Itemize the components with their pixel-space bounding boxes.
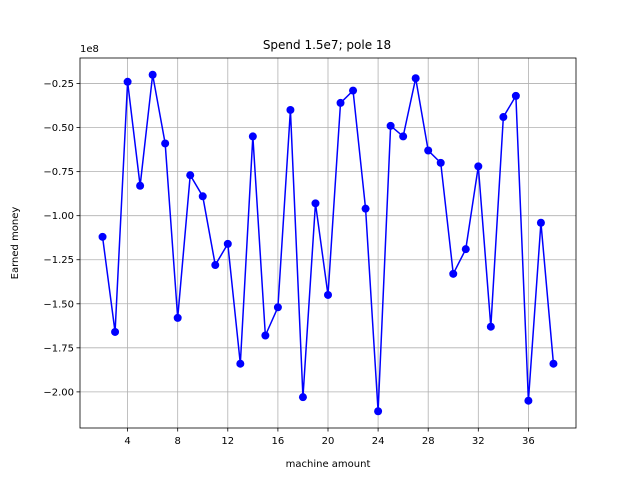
x-tick-label: 24: [372, 436, 385, 447]
data-point: [399, 132, 408, 141]
data-point: [236, 359, 245, 368]
y-tick-label: −0.25: [43, 79, 74, 90]
y-scale-label: 1e8: [80, 44, 99, 55]
y-tick-label: −1.00: [43, 211, 74, 222]
data-point: [98, 232, 107, 241]
data-point: [499, 113, 508, 122]
x-tick-label: 12: [221, 436, 234, 447]
data-point: [536, 218, 545, 227]
data-point: [449, 269, 458, 278]
data-point: [198, 192, 207, 201]
data-point: [298, 393, 307, 402]
data-point: [148, 70, 157, 79]
x-tick-label: 28: [422, 436, 435, 447]
data-point: [436, 158, 445, 167]
data-point: [248, 132, 257, 141]
data-point: [286, 105, 295, 114]
y-tick-label: −0.75: [43, 167, 74, 178]
data-point: [474, 162, 483, 171]
y-tick-label: −0.50: [43, 123, 74, 134]
data-point: [549, 359, 558, 368]
y-axis: −0.25 −0.50 −0.75 −1.00 −1.25 −1.50 −1.75 −2.00: [43, 79, 80, 398]
x-tick-label: 32: [472, 436, 485, 447]
data-point: [136, 181, 145, 190]
data-point: [361, 204, 370, 213]
x-tick-label: 4: [124, 436, 130, 447]
data-point: [524, 396, 533, 405]
data-point: [411, 74, 420, 83]
x-tick-label: 16: [272, 436, 285, 447]
data-point: [311, 199, 320, 208]
data-point: [349, 86, 358, 95]
data-point: [211, 261, 220, 270]
data-point: [386, 121, 395, 130]
data-point: [486, 322, 495, 331]
data-point: [186, 171, 195, 180]
data-point: [324, 290, 332, 299]
data-point: [111, 327, 120, 336]
x-tick-label: 8: [175, 436, 181, 447]
x-tick-label: 20: [322, 436, 335, 447]
data-point: [123, 77, 132, 86]
data-point: [511, 91, 520, 100]
x-tick-label: 36: [522, 436, 535, 447]
y-tick-label: −1.50: [43, 299, 74, 310]
x-axis: 4 8 12 16 20 24 28 32 36: [124, 428, 535, 447]
data-point: [223, 239, 232, 248]
data-point: [461, 245, 470, 254]
data-point: [374, 407, 383, 416]
x-axis-label: machine amount: [286, 459, 371, 470]
data-point: [261, 331, 270, 340]
y-tick-label: −2.00: [43, 387, 74, 398]
y-axis-label: Earned money: [10, 207, 21, 280]
y-tick-label: −1.75: [43, 343, 74, 354]
chart-title: Spend 1.5e7; pole 18: [263, 38, 391, 52]
data-point: [273, 303, 282, 312]
data-point: [336, 98, 345, 107]
data-point: [424, 146, 433, 155]
y-tick-label: −1.25: [43, 255, 74, 266]
series-markers: [98, 70, 558, 416]
data-point: [161, 139, 170, 148]
data-point: [173, 313, 182, 322]
